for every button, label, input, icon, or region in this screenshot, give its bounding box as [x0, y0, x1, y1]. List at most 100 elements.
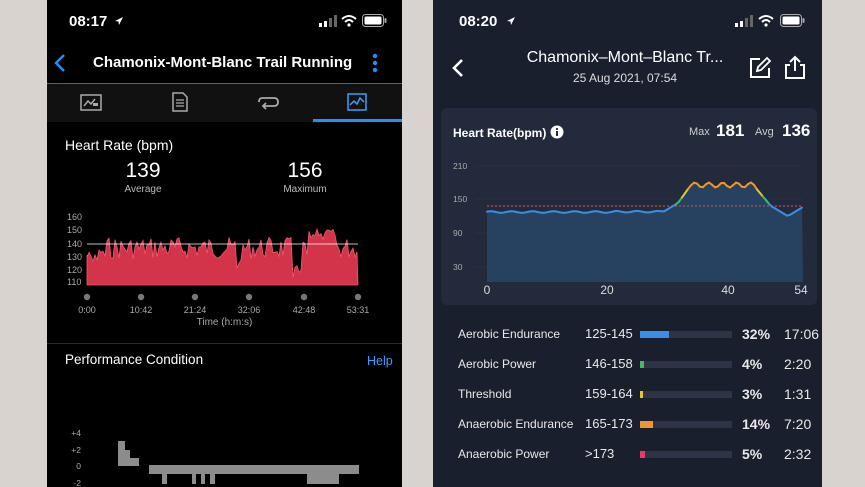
x-tick-label: 53:31 [347, 305, 370, 315]
zone-row: Threshold 159-164 3% 1:31 [458, 385, 813, 405]
zone-bar-track [640, 361, 732, 368]
coros-hr-chart: 210 150 90 30 0 20 40 54 [453, 161, 808, 297]
performance-condition-chart: +4 +2 0 -2 [71, 428, 359, 487]
wifi-icon [758, 15, 774, 27]
x-tick-label: 42:48 [293, 305, 316, 315]
y-tick-label: 90 [453, 228, 463, 238]
hr-card-title: Heart Rate(bpm) [453, 126, 547, 140]
perf-tick: +2 [71, 445, 81, 455]
performance-condition-title: Performance Condition [65, 352, 204, 367]
y-tick-label: 160 [67, 212, 82, 222]
tab-laps-icon[interactable] [258, 94, 280, 110]
zone-name: Anaerobic Endurance [458, 417, 574, 431]
section-divider [47, 343, 402, 344]
coros-phone-screen: 08:20 Chamonix–Mont–Blanc Tr... 25 Aug 2… [433, 0, 822, 487]
activity-title: Chamonix–Mont–Blanc Tr... [526, 49, 724, 66]
zone-percent: 4% [742, 356, 763, 372]
signal-icon [735, 15, 753, 27]
x-tick-label: 21:24 [184, 305, 207, 315]
zone-row: Anaerobic Power >173 5% 2:32 [458, 445, 813, 465]
tab-charts-icon[interactable] [347, 93, 367, 111]
more-options-icon[interactable] [371, 53, 379, 73]
zone-bar-fill [640, 361, 644, 368]
zone-bar-track [640, 331, 732, 338]
help-link[interactable]: Help [367, 354, 393, 368]
share-icon[interactable] [783, 55, 807, 80]
zone-range: 146-158 [585, 356, 633, 371]
x-tick-label: 0:00 [78, 305, 96, 315]
edit-icon[interactable] [748, 56, 772, 80]
zone-bar-fill [640, 391, 643, 398]
hr-average-label: Average [124, 184, 162, 195]
tab-summary-icon[interactable] [80, 94, 102, 111]
zone-time: 17:06 [784, 326, 820, 342]
status-time: 08:20 [459, 13, 498, 30]
zone-bar-fill [640, 331, 669, 338]
wifi-icon [341, 15, 357, 27]
y-tick-label: 130 [67, 252, 82, 262]
hr-avg-label: Avg [755, 126, 774, 138]
zone-bar-fill [640, 451, 645, 458]
info-icon[interactable] [550, 125, 564, 139]
zone-time: 1:31 [784, 386, 812, 402]
y-tick-label: 210 [453, 161, 467, 171]
zone-row: Anaerobic Endurance 165-173 14% 7:20 [458, 415, 813, 435]
x-tick-dot [354, 293, 362, 301]
zone-percent: 14% [742, 416, 771, 432]
zone-percent: 3% [742, 386, 763, 402]
zone-time: 2:32 [784, 446, 812, 462]
battery-icon [362, 14, 387, 27]
perf-tick: -2 [73, 478, 81, 487]
x-axis-title: Time (h:m:s) [196, 317, 253, 328]
y-tick-label: 120 [67, 265, 82, 275]
zone-range: 165-173 [585, 416, 633, 431]
hr-max-value: 181 [716, 121, 745, 140]
zone-bar-track [640, 421, 732, 428]
zone-range: 159-164 [585, 386, 633, 401]
zone-name: Anaerobic Power [458, 447, 550, 461]
hr-maximum-value: 156 [287, 159, 323, 182]
x-tick-dot [191, 293, 199, 301]
hr-max-label: Max [689, 126, 710, 138]
zone-row: Aerobic Power 146-158 4% 2:20 [458, 355, 813, 375]
zone-range: >173 [585, 446, 615, 461]
location-arrow-icon [507, 17, 515, 25]
x-tick-dot [300, 293, 308, 301]
status-time: 08:17 [69, 13, 108, 30]
x-tick-label: 32:06 [238, 305, 261, 315]
tab-active-indicator [313, 119, 402, 122]
y-tick-label: 30 [453, 262, 463, 272]
battery-icon [780, 14, 805, 27]
y-tick-label: 140 [67, 239, 82, 249]
zone-percent: 5% [742, 446, 763, 462]
back-chevron-icon[interactable] [452, 59, 464, 77]
tab-details-icon[interactable] [172, 92, 188, 112]
zone-bar-track [640, 451, 732, 458]
x-tick-dot [245, 293, 253, 301]
location-arrow-icon [115, 17, 123, 25]
header-divider [47, 83, 402, 84]
zone-time: 2:20 [784, 356, 812, 372]
zone-time: 7:20 [784, 416, 812, 432]
garmin-phone-screen: 08:17 Chamonix-Mont-Blanc Trail Running … [47, 0, 402, 487]
zone-name: Aerobic Power [458, 357, 537, 371]
back-chevron-icon[interactable] [54, 54, 66, 72]
hr-section-title: Heart Rate (bpm) [65, 137, 174, 153]
x-tick-label: 40 [721, 283, 735, 297]
x-tick-label: 10:42 [130, 305, 153, 315]
y-tick-label: 110 [67, 277, 81, 287]
zone-bar-fill [640, 421, 653, 428]
x-tick-label: 54 [794, 283, 808, 297]
signal-icon [319, 15, 337, 27]
x-tick-label: 0 [484, 283, 491, 297]
zone-name: Aerobic Endurance [458, 327, 561, 341]
hr-zones-list: Aerobic Endurance 125-145 32% 17:06 Aerobic … [433, 325, 822, 475]
hr-avg-value: 136 [782, 121, 811, 140]
zone-row: Aerobic Endurance 125-145 32% 17:06 [458, 325, 819, 345]
perf-tick: +4 [71, 428, 81, 438]
y-tick-label: 150 [67, 225, 82, 235]
zone-percent: 32% [742, 326, 771, 342]
x-tick-dot [137, 293, 145, 301]
x-tick-label: 20 [600, 283, 614, 297]
activity-title: Chamonix-Mont-Blanc Trail Running [93, 54, 353, 71]
